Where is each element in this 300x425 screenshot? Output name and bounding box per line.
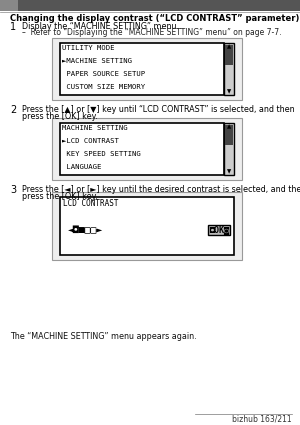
Text: ◘OK◙: ◘OK◙	[209, 226, 229, 235]
Bar	[0, 0, 300, 11]
Text: Display the “MACHINE SETTING” menu.: Display the “MACHINE SETTING” menu.	[22, 22, 179, 31]
Bar	[224, 43, 234, 95]
Text: press the [OK] key.: press the [OK] key.	[22, 192, 98, 201]
Bar	[60, 43, 224, 95]
Text: Changing the display contrast (“LCD CONTRAST” parameter): Changing the display contrast (“LCD CONT…	[10, 14, 299, 23]
Text: PAPER SOURCE SETUP: PAPER SOURCE SETUP	[62, 71, 145, 77]
Text: Utility mode/Copy mode parameters: Utility mode/Copy mode parameters	[155, 0, 282, 6]
Text: ▲: ▲	[227, 44, 231, 49]
Text: 3: 3	[10, 185, 16, 195]
Text: ▼: ▼	[227, 89, 231, 94]
Bar	[60, 123, 224, 175]
Bar	[224, 123, 234, 175]
Text: Press the [▲] or [▼] key until “LCD CONTRAST” is selected, and then: Press the [▲] or [▼] key until “LCD CONT…	[22, 105, 295, 114]
Text: ▲: ▲	[227, 124, 231, 129]
Text: KEY SPEED SETTING: KEY SPEED SETTING	[62, 151, 141, 157]
Text: ►LCD CONTRAST: ►LCD CONTRAST	[62, 138, 119, 144]
Bar	[0, 0, 18, 11]
Text: LANGUAGE: LANGUAGE	[62, 164, 101, 170]
Text: Press the [◄] or [►] key until the desired contrast is selected, and then: Press the [◄] or [►] key until the desir…	[22, 185, 300, 194]
Bar	[60, 197, 234, 255]
Bar	[52, 192, 242, 260]
Text: ▼: ▼	[227, 169, 231, 174]
Text: MACHINE SETTING: MACHINE SETTING	[62, 125, 128, 131]
Text: ◄◘■□□►: ◄◘■□□►	[68, 225, 103, 235]
Text: –  Refer to “Displaying the “MACHINE SETTING” menu” on page 7-7.: – Refer to “Displaying the “MACHINE SETT…	[22, 28, 281, 37]
Text: UTILITY MODE: UTILITY MODE	[62, 45, 115, 51]
Text: CUSTOM SIZE MEMORY: CUSTOM SIZE MEMORY	[62, 84, 145, 90]
Text: bizhub 163/211: bizhub 163/211	[232, 415, 292, 424]
Text: 1: 1	[10, 22, 16, 32]
Bar	[225, 125, 233, 145]
Text: ►MACHINE SETTING: ►MACHINE SETTING	[62, 58, 132, 64]
Bar	[208, 225, 230, 235]
Text: LCD CONTRAST: LCD CONTRAST	[63, 199, 118, 208]
Bar	[52, 118, 242, 180]
Text: The “MACHINE SETTING” menu appears again.: The “MACHINE SETTING” menu appears again…	[10, 332, 196, 341]
Text: 2: 2	[10, 105, 16, 115]
Text: press the [OK] key.: press the [OK] key.	[22, 112, 98, 121]
Bar	[225, 45, 233, 65]
Bar	[52, 38, 242, 100]
Text: 7: 7	[6, 0, 12, 11]
